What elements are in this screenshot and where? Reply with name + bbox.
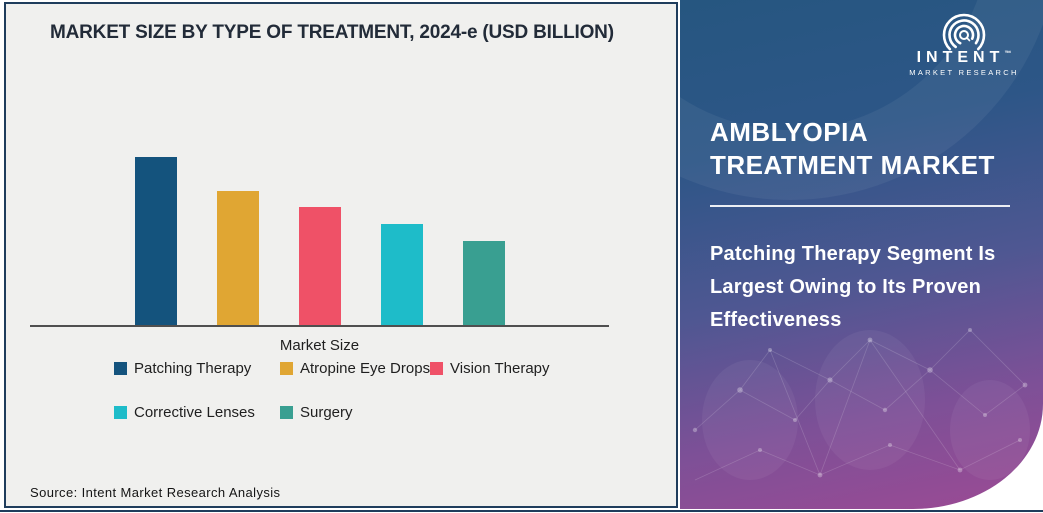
bottom-border-line xyxy=(0,510,1043,512)
bar-plot xyxy=(30,155,609,327)
bar-patching-therapy xyxy=(134,157,177,325)
legend-item-corrective-lenses: Corrective Lenses xyxy=(114,404,280,421)
bar-atropine-eye-drops xyxy=(216,191,259,325)
source-note: Source: Intent Market Research Analysis xyxy=(30,485,281,500)
divider-line xyxy=(710,205,1010,207)
chart-title: MARKET SIZE BY TYPE OF TREATMENT, 2024-e… xyxy=(50,22,614,43)
legend-swatch xyxy=(114,406,127,419)
chart-panel: MARKET SIZE BY TYPE OF TREATMENT, 2024-e… xyxy=(4,2,678,508)
panel-title-line2: TREATMENT MARKET xyxy=(710,150,995,181)
legend-label: Corrective Lenses xyxy=(134,404,255,421)
legend-row: Patching Therapy Atropine Eye Drops Vision… xyxy=(114,360,550,377)
legend-swatch xyxy=(114,362,127,375)
logo-subtitle-text: MARKET RESEARCH xyxy=(909,68,1019,77)
trademark-symbol: ™ xyxy=(1004,50,1012,58)
legend-label: Surgery xyxy=(300,404,353,421)
bar-corrective-lenses xyxy=(380,224,423,325)
legend-row: Corrective Lenses Surgery xyxy=(114,404,550,421)
legend-item-surgery: Surgery xyxy=(280,404,430,421)
legend-item-patching-therapy: Patching Therapy xyxy=(114,360,280,377)
panel-title: AMBLYOPIA TREATMENT MARKET xyxy=(710,116,1020,183)
legend-label: Patching Therapy xyxy=(134,360,252,377)
brand-logo: INTENT™ MARKET RESEARCH xyxy=(899,8,1029,77)
bar-surgery xyxy=(462,241,505,325)
legend-swatch xyxy=(430,362,443,375)
intent-logo-icon xyxy=(942,13,986,52)
panel-title-line1: AMBLYOPIA xyxy=(710,117,869,147)
x-axis-label: Market Size xyxy=(279,337,360,354)
legend-label: Vision Therapy xyxy=(450,360,550,377)
legend-swatch xyxy=(280,406,293,419)
legend-label: Atropine Eye Drops xyxy=(300,360,431,377)
side-panel: INTENT™ MARKET RESEARCH AMBLYOPIA TREATM… xyxy=(680,0,1043,509)
bar-vision-therapy xyxy=(298,207,341,325)
legend-item-atropine-eye-drops: Atropine Eye Drops xyxy=(280,360,430,377)
logo-brand-text: INTENT™ xyxy=(916,49,1012,66)
panel-description: Patching Therapy Segment Is Largest Owin… xyxy=(710,243,996,331)
legend-item-vision-therapy: Vision Therapy xyxy=(430,360,550,377)
chart-legend: Patching Therapy Atropine Eye Drops Vision… xyxy=(114,360,550,421)
legend-swatch xyxy=(280,362,293,375)
